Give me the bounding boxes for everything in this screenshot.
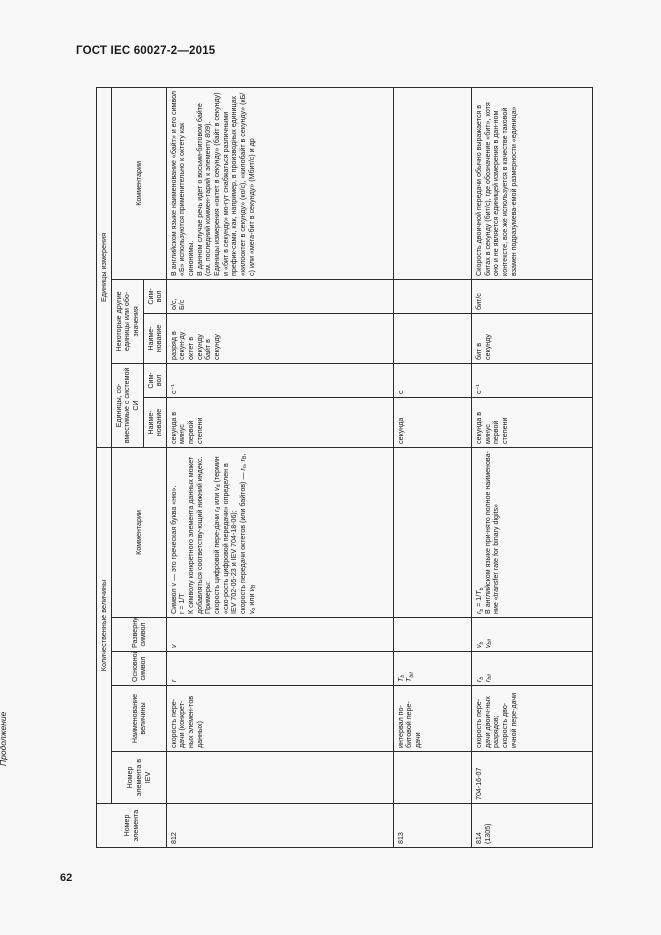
cell-other-name	[393, 313, 472, 364]
header-other-group: Некоторые другие единицы или обо-значени…	[111, 279, 144, 364]
cell-expanded-symbol	[393, 617, 472, 652]
table-row: 812 скорость пере-дачи (конкрет-ных элеме…	[166, 87, 394, 848]
header-row-groups: Номер элемента Количественные величины Е…	[96, 87, 167, 848]
page-title: ГОСТ IEC 60027-2—2015	[76, 45, 216, 57]
cell-iev-number	[393, 751, 472, 804]
cell-expanded-symbol: v	[166, 617, 394, 652]
cell-comments-quantities	[393, 447, 472, 618]
header-expanded-symbol: Развернутый символ	[111, 617, 167, 652]
header-row-subgroups: Номер элемента в IEV Наименование величи…	[111, 87, 167, 847]
header-si-group: Единицы, со-вместимые с системой СИ	[111, 363, 144, 448]
rotated-table-wrapper: Номер элемента Количественные величины Е…	[96, 87, 593, 848]
cell-quantity-name: интервал по-битовой пере-дачи	[393, 685, 472, 752]
continuation-label: Продолжение	[0, 711, 8, 766]
cell-comments-quantities: Символ v — это греческая буква «ню». r = …	[166, 447, 394, 618]
cell-main-symbol: r	[166, 651, 394, 686]
header-comments-units: Комментарии	[111, 87, 167, 280]
table-row: 813 интервал по-битовой пере-дачи Tb Tbit се…	[393, 87, 472, 848]
header-group-quantities: Количественные величины	[96, 447, 112, 804]
header-comments-quantities: Комментарии	[111, 447, 167, 618]
header-main-symbol: Основной символ	[111, 651, 167, 686]
cell-iev-number: 704-16-07	[471, 751, 593, 804]
cell-si-name: секунда в минус первой степени	[471, 397, 593, 448]
cell-expanded-symbol: vb vbit	[471, 617, 593, 652]
cell-other-name: разряд в секун-ду октет в секунду байт в с…	[166, 313, 394, 364]
cell-other-symbol: о/с, Б/с	[166, 279, 394, 314]
header-group-units: Единицы измерения	[96, 87, 112, 448]
header-other-symbol: Сим-вол	[143, 279, 167, 314]
cell-si-symbol: с	[393, 363, 472, 398]
cell-other-symbol	[393, 279, 472, 314]
cell-si-symbol: с⁻¹	[471, 363, 593, 398]
cell-main-symbol: Tb Tbit	[393, 651, 472, 686]
cell-element-number: 813	[393, 803, 472, 848]
cell-other-symbol: бит/с	[471, 279, 593, 314]
header-quantity-name: Наименование величины	[111, 685, 167, 752]
header-element-number: Номер элемента	[96, 803, 167, 848]
cell-si-name: секунда	[393, 397, 472, 448]
cell-quantity-name: скорость пере-дачи двоич-ных разрядов; с…	[471, 685, 593, 752]
header-si-name: Наиме-нование	[143, 397, 167, 448]
header-si-symbol: Сим-вол	[143, 363, 167, 398]
cell-comments-quantities: rb = 1/Tb В английском языке при-нято пол…	[471, 447, 593, 618]
table-body: 812 скорость пере-дачи (конкрет-ных элеме…	[166, 87, 593, 848]
cell-element-number: 814 (1305)	[471, 803, 593, 848]
standard-units-table: Номер элемента Количественные величины Е…	[96, 87, 593, 848]
header-other-name: Наиме-нование	[143, 313, 167, 364]
cell-iev-number	[166, 751, 394, 804]
cell-quantity-name: скорость пере-дачи (конкрет-ных элемен-т…	[166, 685, 394, 752]
cell-comments-units: Скорость двоичной передачи обычно выража…	[471, 87, 593, 280]
header-iev-number: Номер элемента в IEV	[111, 751, 167, 804]
cell-si-name: секунда в минус первой степени	[166, 397, 394, 448]
page-number: 62	[60, 872, 73, 884]
table-head: Номер элемента Количественные величины Е…	[96, 87, 167, 848]
cell-main-symbol: rb rbit	[471, 651, 593, 686]
cell-other-name: бит в секунду	[471, 313, 593, 364]
cell-comments-units: В английском языке наименование «байт» и…	[166, 87, 394, 280]
cell-element-number: 812	[166, 803, 394, 848]
cell-si-symbol: с⁻¹	[166, 363, 394, 398]
cell-comments-units	[393, 87, 472, 280]
table-row: 814 (1305) 704-16-07 скорость пере-дачи дво…	[471, 87, 593, 848]
